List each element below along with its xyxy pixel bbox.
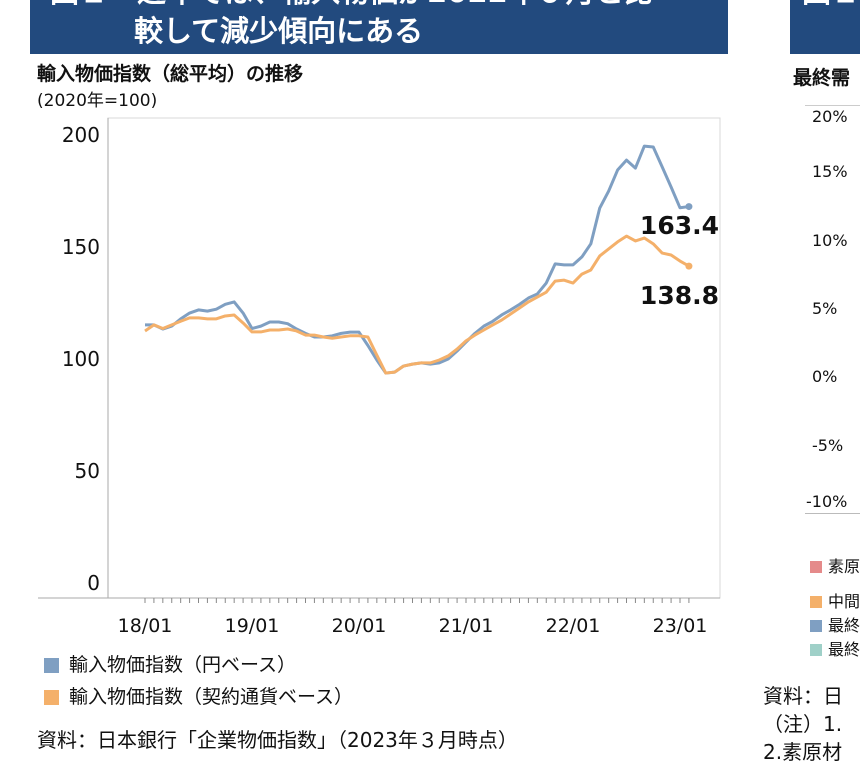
legend-label: 素原	[828, 557, 860, 576]
legend-swatch-icon	[44, 657, 59, 673]
legend-swatch-icon	[810, 561, 822, 573]
legend-swatch-icon	[44, 689, 59, 705]
legend-label: 輸入物価指数（契約通貨ベース）	[69, 686, 354, 708]
source-note: 資料：日本銀行「企業物価指数」（2023年３月時点）	[37, 728, 518, 752]
right-figure-header: 図２	[790, 0, 860, 54]
x-tick-label: 19/01	[225, 615, 280, 637]
x-tick-label: 18/01	[118, 615, 173, 637]
y-tick-label: 150	[62, 235, 100, 259]
series-end-point	[685, 262, 693, 270]
legend-swatch-icon	[810, 620, 822, 632]
y-tick-label: 200	[62, 123, 100, 147]
x-tick-label: 23/01	[653, 615, 708, 637]
right-legend-item: 素原	[810, 557, 860, 577]
y-tick-label: 100	[62, 347, 100, 371]
right-header-text: 図２	[802, 0, 860, 8]
series-line	[144, 234, 690, 375]
plot-area	[107, 117, 721, 599]
right-note-1: （注）1.	[763, 712, 843, 736]
legend-item-yen: 輸入物価指数（円ベース）	[44, 653, 296, 677]
right-legend-item: 最終	[810, 640, 860, 660]
header-line-1: 図１ 近年では、輸入物価が2022年９月と比	[50, 0, 653, 8]
right-plot-top-border	[805, 105, 860, 106]
right-y-tick: -5%	[812, 436, 844, 455]
right-y-tick: 10%	[812, 231, 848, 250]
right-legend-item: 中間	[810, 592, 860, 612]
legend-label: 最終	[828, 616, 860, 635]
end-value-label: 163.4	[640, 211, 719, 240]
right-note-2: 2.素原材	[763, 740, 843, 764]
chart-unit: (2020年=100)	[37, 91, 158, 111]
right-y-tick: -10%	[806, 492, 848, 511]
y-tick-label: 50	[75, 459, 100, 483]
right-chart-title: 最終需	[793, 67, 851, 89]
legend-item-contract-currency: 輸入物価指数（契約通貨ベース）	[44, 685, 353, 709]
right-y-tick: 20%	[812, 107, 848, 126]
x-tick-label: 20/01	[332, 615, 387, 637]
y-tick-label: 0	[87, 571, 100, 595]
legend-label: 輸入物価指数（円ベース）	[69, 654, 297, 676]
right-source-note: 資料：日	[763, 684, 843, 708]
x-tick-label: 22/01	[546, 615, 601, 637]
x-tick-label: 21/01	[439, 615, 494, 637]
right-y-tick: 5%	[812, 299, 838, 318]
legend-label: 中間	[828, 592, 860, 611]
right-plot-bottom-border	[805, 513, 860, 514]
right-legend-item: 最終	[810, 616, 860, 636]
legend-swatch-icon	[810, 596, 822, 608]
series-end-point	[685, 203, 693, 211]
end-value-label: 138.8	[640, 281, 719, 310]
chart-title: 輸入物価指数（総平均）の推移	[37, 63, 304, 85]
series-line	[145, 144, 690, 375]
right-y-tick: 15%	[812, 162, 848, 181]
legend-swatch-icon	[810, 644, 822, 656]
right-y-tick: 0%	[812, 367, 838, 386]
header-line-2: 較して減少傾向にある	[134, 14, 424, 48]
figure-header: 図１ 近年では、輸入物価が2022年９月と比 較して減少傾向にある	[30, 0, 728, 54]
legend-label: 最終	[828, 640, 860, 659]
